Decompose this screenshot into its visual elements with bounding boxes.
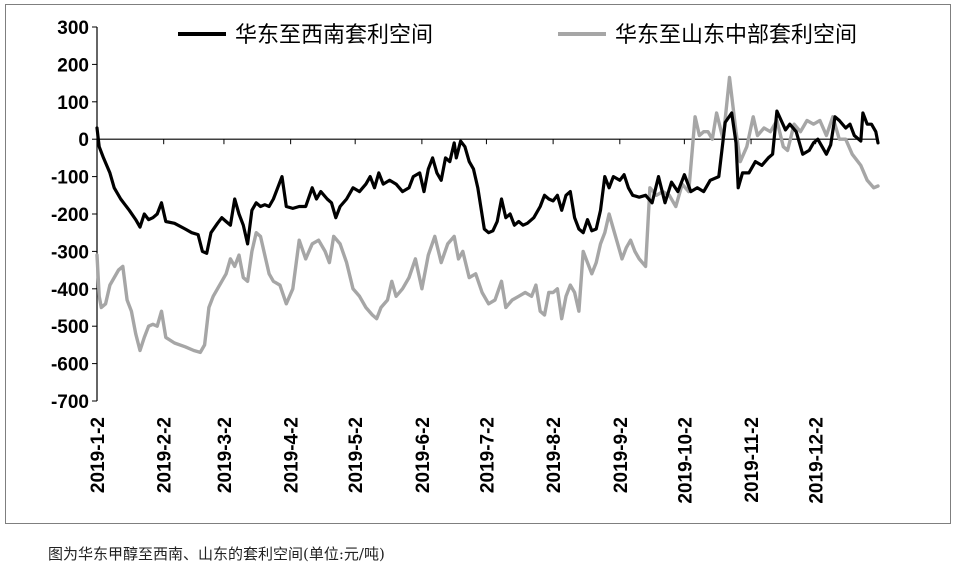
x-tick-label: 2019-3-2 xyxy=(215,417,236,493)
y-tick-label: -300 xyxy=(51,242,89,263)
y-tick-label: 200 xyxy=(57,55,89,76)
x-tick-label: 2019-2-2 xyxy=(155,417,176,493)
series-layer xyxy=(95,75,880,355)
legend-label-1: 华东至西南套利空间 xyxy=(235,23,433,48)
y-tick-label: -500 xyxy=(51,317,89,338)
y-tick-label: 100 xyxy=(57,93,89,114)
x-tick-label: 2019-10-2 xyxy=(675,417,696,504)
chart-frame: 300 200 100 0 -100 -200 -300 -400 -500 -600 -700 20… xyxy=(5,4,951,524)
legend: 华东至西南套利空间 华东至山东中部套利空间 xyxy=(178,23,857,48)
series-line-2 xyxy=(95,75,880,355)
x-tick-label: 2019-8-2 xyxy=(544,417,565,493)
y-tick-label: -400 xyxy=(51,280,89,301)
line-chart: 300 200 100 0 -100 -200 -300 -400 -500 -600 -700 20… xyxy=(51,18,880,504)
legend-label-2: 华东至山东中部套利空间 xyxy=(615,23,857,48)
x-tick-label: 2019-9-2 xyxy=(611,417,632,493)
x-tick-label: 2019-11-2 xyxy=(742,417,763,503)
axes: 300 200 100 0 -100 -200 -300 -400 -500 -600 -700 20… xyxy=(51,18,878,504)
x-tick-label: 2019-1-2 xyxy=(88,417,109,493)
y-tick-label: -700 xyxy=(51,392,89,413)
y-tick-label: -600 xyxy=(51,355,89,376)
y-tick-label: 0 xyxy=(78,130,89,151)
x-tick-label: 2019-12-2 xyxy=(807,417,828,504)
y-tick-label: -100 xyxy=(51,168,89,189)
x-tick-label: 2019-4-2 xyxy=(282,417,303,493)
series-line-1 xyxy=(95,109,880,255)
y-tick-label: 300 xyxy=(57,18,89,39)
x-tick-label: 2019-7-2 xyxy=(477,417,498,493)
x-tick-label: 2019-6-2 xyxy=(413,417,434,493)
figure-caption: 图为华东甲醇至西南、山东的套利空间(单位:元/吨) xyxy=(48,545,385,563)
y-tick-label: -200 xyxy=(51,205,89,226)
x-tick-label: 2019-5-2 xyxy=(346,417,367,493)
